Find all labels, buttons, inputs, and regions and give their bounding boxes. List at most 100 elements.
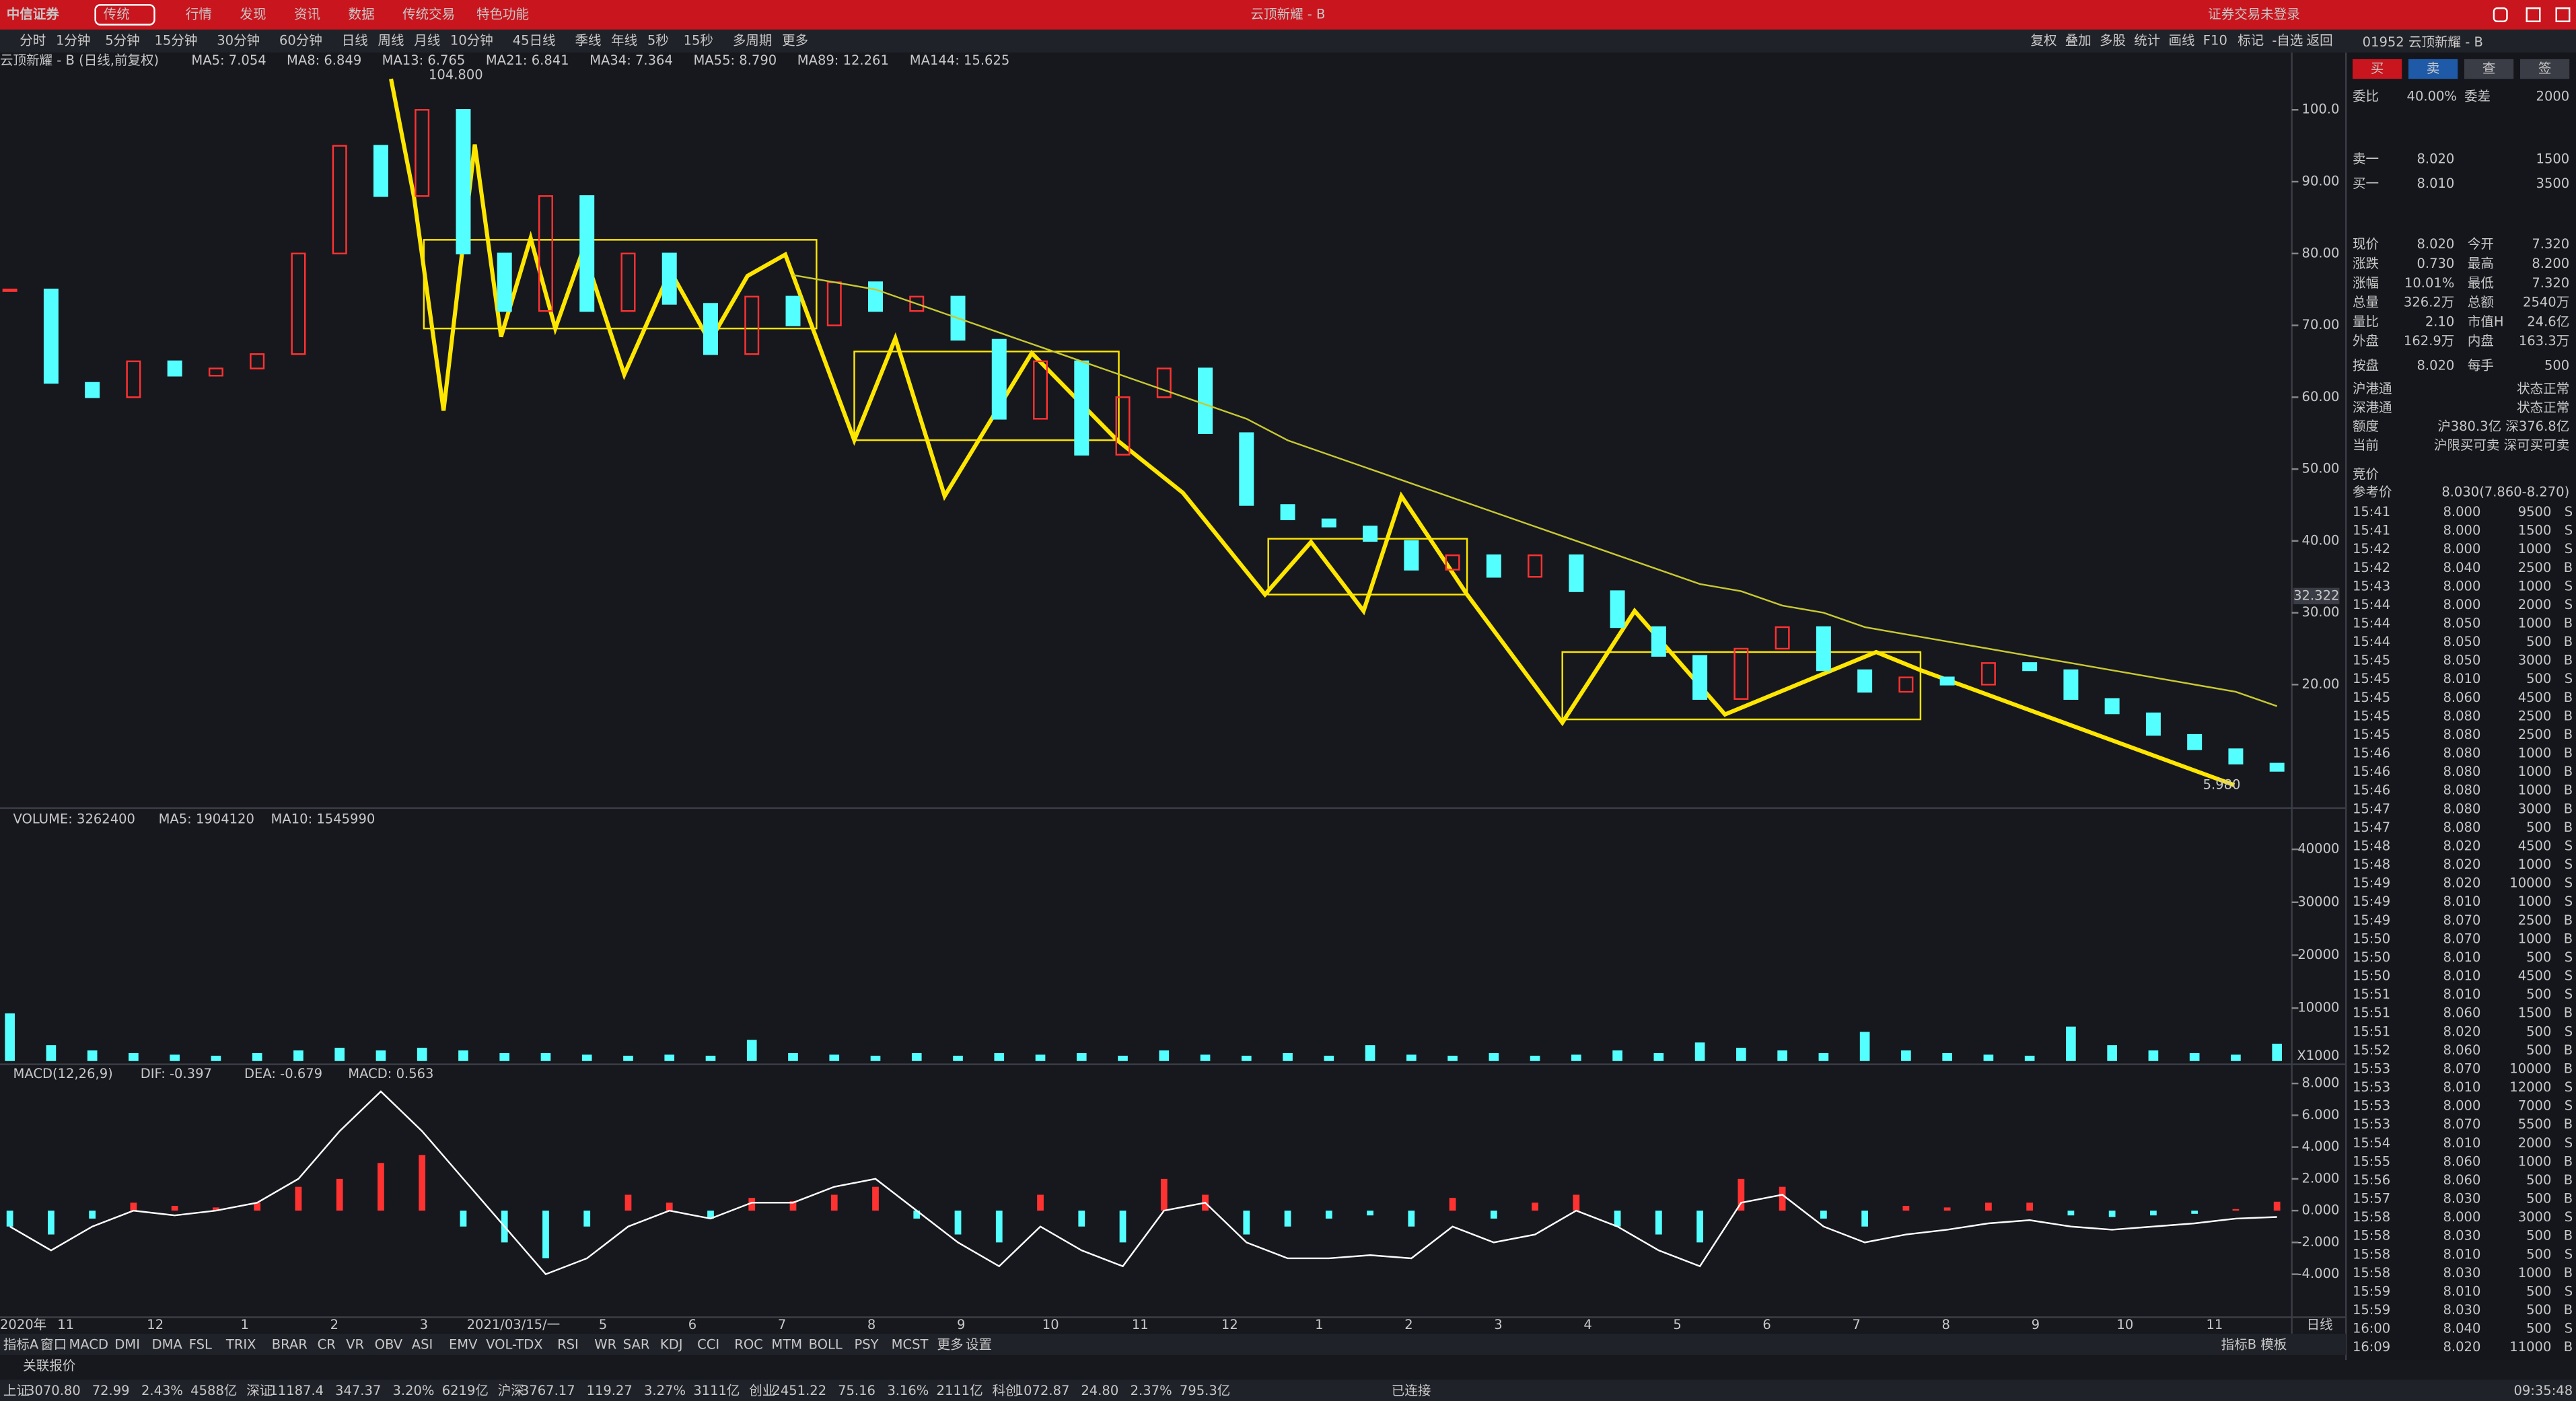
quote-cell: 8.020 — [2443, 1339, 2481, 1355]
indicator-tab[interactable]: OBV — [375, 1337, 403, 1353]
period-tab[interactable]: 周线 — [378, 33, 404, 48]
quote-cell: 11000 — [2509, 1339, 2551, 1355]
nav-item[interactable]: 发现 — [240, 6, 266, 22]
mode-button[interactable] — [94, 4, 155, 26]
quote-cell: 沪限买可卖 深可买可卖 — [2434, 437, 2569, 453]
dif-line — [9, 1090, 2277, 1276]
y-tick-label: 50.00 — [2302, 461, 2340, 476]
indicator-tab[interactable]: MACD — [69, 1337, 109, 1353]
quote-cell: 深港通 — [2353, 400, 2392, 415]
tool-button[interactable]: 标记 — [2238, 33, 2264, 48]
trade-button-label[interactable]: 查 — [2482, 61, 2496, 76]
macd-bar — [213, 1207, 219, 1211]
quote-cell: 3000 — [2518, 801, 2552, 816]
indicator-tab[interactable]: DMI — [114, 1337, 140, 1353]
indicator-tab[interactable]: PSY — [854, 1337, 878, 1353]
tool-button[interactable]: 叠加 — [2065, 33, 2091, 48]
tool-button[interactable]: 多股 — [2100, 33, 2126, 48]
trade-button[interactable] — [2519, 59, 2570, 79]
indicator-tab[interactable]: MTM — [771, 1337, 802, 1353]
period-tab[interactable]: 1分钟 — [56, 33, 90, 48]
tool-button[interactable]: 统计 — [2134, 33, 2160, 48]
quote-cell: B — [2564, 1116, 2573, 1132]
candle — [1033, 360, 1048, 420]
tool-button[interactable]: 复权 — [2030, 33, 2056, 48]
period-tab[interactable]: 30分钟 — [217, 33, 260, 48]
indicator-tab[interactable]: SAR — [623, 1337, 650, 1353]
indicator-tab[interactable]: ROC — [734, 1337, 763, 1353]
period-tab[interactable]: 更多 — [782, 33, 808, 48]
quote-cell: 15:46 — [2353, 746, 2390, 761]
indicator-tab[interactable]: WR — [594, 1337, 616, 1353]
nav-item[interactable]: 数据 — [349, 6, 375, 22]
indicator-tab[interactable]: ASI — [412, 1337, 433, 1353]
indicator-tab[interactable]: RSI — [557, 1337, 579, 1353]
index-name: 上证 — [3, 1383, 30, 1398]
nav-item[interactable]: 传统交易 — [402, 6, 455, 22]
period-tab[interactable]: 10分钟 — [450, 33, 493, 48]
period-tab[interactable]: 季线 — [575, 33, 601, 48]
trade-button-label[interactable]: 买 — [2371, 61, 2384, 76]
indicator-tab[interactable]: MCST — [892, 1337, 929, 1353]
indicator-tab[interactable]: CCI — [697, 1337, 719, 1353]
indicator-tab[interactable]: FSL — [189, 1337, 212, 1353]
indicator-tab[interactable]: KDJ — [660, 1337, 683, 1353]
period-tab[interactable]: 15秒 — [684, 33, 713, 48]
period-tab[interactable]: 45日线 — [513, 33, 556, 48]
indicator-tab[interactable]: CR — [318, 1337, 336, 1353]
quote-cell: 1000 — [2518, 783, 2552, 798]
quote-cell: 500 — [2526, 1302, 2551, 1318]
indicator-tab[interactable]: BOLL — [809, 1337, 843, 1353]
indicator-tab[interactable]: 更多 — [937, 1337, 964, 1353]
candle — [1115, 396, 1131, 456]
indicator-tab[interactable]: 指标A — [3, 1337, 39, 1353]
trade-button-label[interactable]: 签 — [2538, 61, 2552, 76]
quote-cell: 0.730 — [2417, 256, 2454, 271]
volume-bar — [1447, 1055, 1458, 1061]
volume-bar — [1942, 1052, 1952, 1061]
window-controls[interactable] — [2493, 7, 2571, 22]
indicator-tab[interactable]: VR — [346, 1337, 364, 1353]
nav-item[interactable]: 特色功能 — [476, 6, 529, 22]
period-tab[interactable]: 分时 — [20, 33, 46, 48]
indicator-tab[interactable]: 模板 — [2260, 1337, 2287, 1353]
macd-bar — [1902, 1206, 1910, 1211]
tool-button[interactable]: 画线 — [2169, 33, 2195, 48]
indicator-tab[interactable]: 窗口 — [40, 1337, 67, 1353]
volume-bar — [417, 1048, 427, 1061]
trade-button-label[interactable]: 卖 — [2427, 61, 2440, 76]
index-value: 3.27% — [644, 1383, 686, 1398]
tool-button[interactable]: F10 — [2203, 33, 2227, 48]
indicator-tab[interactable]: BRAR — [272, 1337, 308, 1353]
trade-button[interactable] — [2352, 59, 2402, 79]
tool-button[interactable]: 返回 — [2307, 33, 2333, 48]
nav-item[interactable]: 资讯 — [294, 6, 320, 22]
nav-item[interactable]: 行情 — [186, 6, 212, 22]
candle — [373, 145, 388, 197]
trade-button[interactable] — [2408, 59, 2458, 79]
trade-button[interactable] — [2464, 59, 2514, 79]
period-tab[interactable]: 月线 — [414, 33, 440, 48]
period-tab[interactable]: 5秒 — [647, 33, 669, 48]
candle — [85, 382, 100, 398]
quote-cell: 3500 — [2536, 176, 2570, 191]
macd-bar — [1119, 1211, 1126, 1243]
related-tab[interactable]: 关联报价 — [23, 1358, 75, 1373]
indicator-tab[interactable]: TRIX — [225, 1337, 256, 1353]
period-tab[interactable]: 多周期 — [733, 33, 773, 48]
volume-bar — [2024, 1055, 2035, 1061]
indicator-tab[interactable]: 指标B — [2221, 1337, 2256, 1353]
indicator-tab[interactable]: EMV — [449, 1337, 478, 1353]
tool-button[interactable]: -自选 — [2272, 33, 2303, 48]
macd-bar — [460, 1211, 467, 1227]
candle — [2269, 762, 2285, 772]
indicator-tab[interactable]: 设置 — [966, 1337, 992, 1353]
period-tab[interactable]: 15分钟 — [154, 33, 197, 48]
period-tab[interactable]: 日线 — [342, 33, 368, 48]
period-tab[interactable]: 年线 — [611, 33, 637, 48]
candle — [1156, 367, 1172, 398]
period-tab[interactable]: 5分钟 — [105, 33, 139, 48]
indicator-tab[interactable]: DMA — [152, 1337, 183, 1353]
indicator-tab[interactable]: VOL-TDX — [486, 1337, 542, 1353]
period-tab[interactable]: 60分钟 — [279, 33, 322, 48]
